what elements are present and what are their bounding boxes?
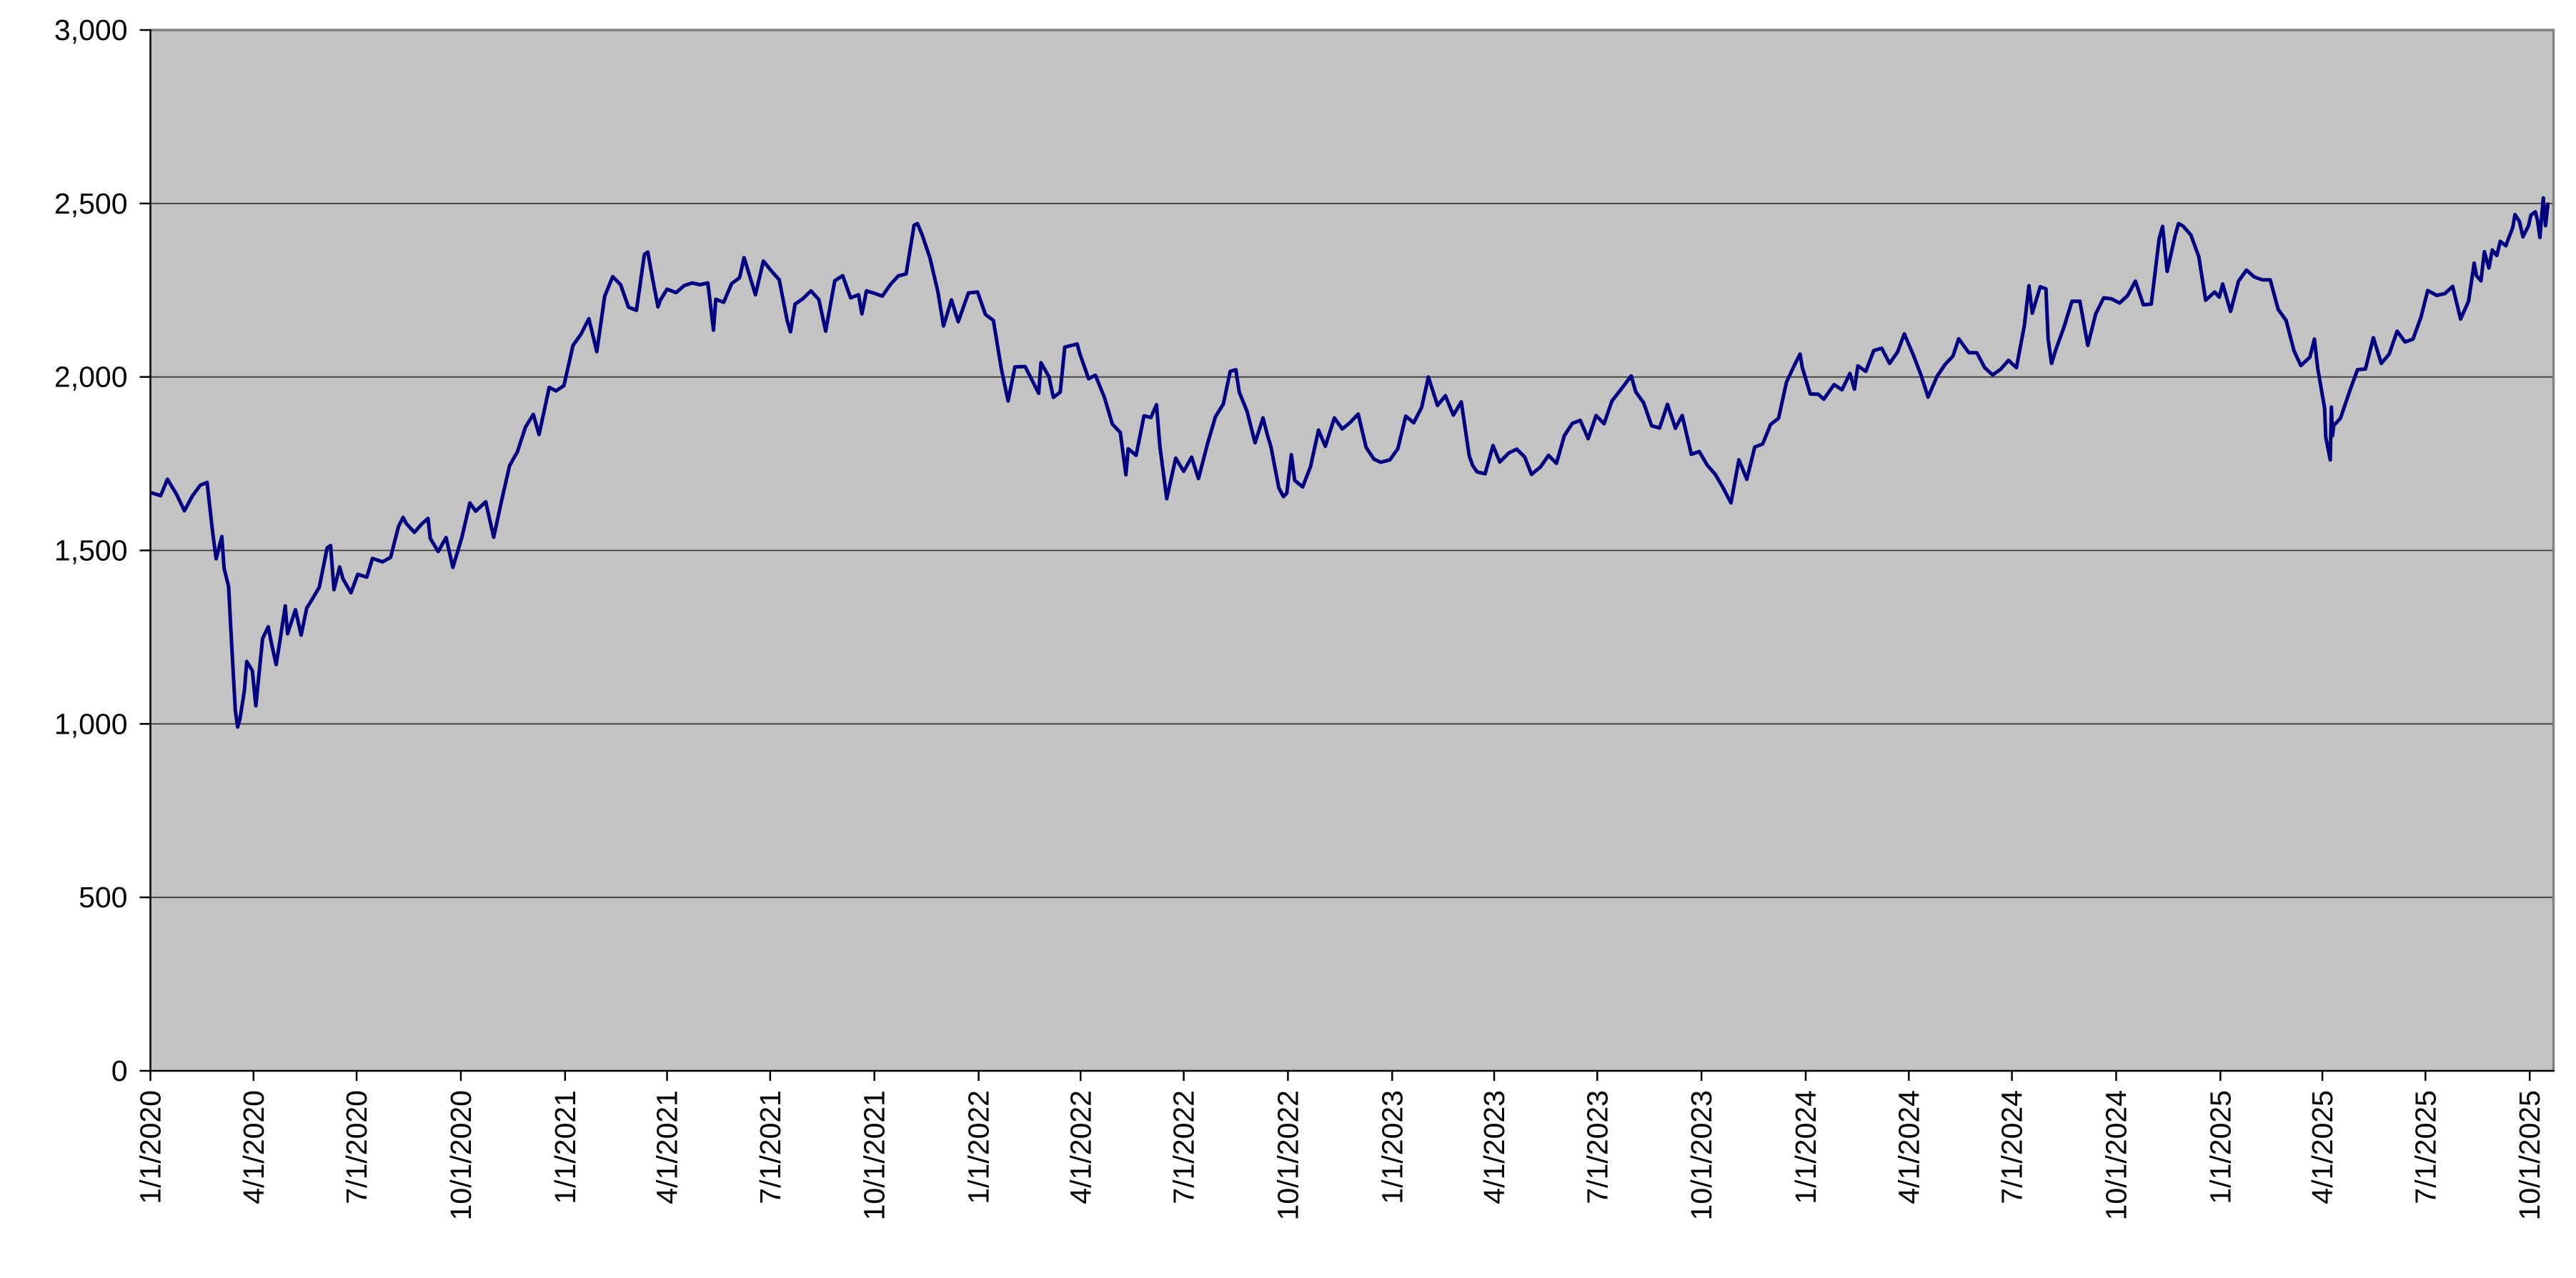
x-tick-label-23: 10/1/2025: [2513, 1090, 2546, 1220]
x-tick-label-19: 10/1/2024: [2099, 1090, 2132, 1220]
x-tick-label-3: 10/1/2020: [444, 1090, 477, 1220]
x-tick-label-2: 7/1/2020: [340, 1090, 373, 1204]
x-tick-label-8: 1/1/2022: [963, 1090, 995, 1204]
x-tick-label-18: 7/1/2024: [1996, 1090, 2029, 1204]
x-tick-label-11: 10/1/2022: [1271, 1090, 1304, 1220]
x-tick-label-17: 4/1/2024: [1892, 1090, 1925, 1204]
x-tick-label-12: 1/1/2023: [1376, 1090, 1408, 1204]
y-tick-label-3000: 3,000: [54, 14, 128, 46]
x-tick-label-4: 1/1/2021: [549, 1090, 582, 1204]
x-tick-label-10: 7/1/2022: [1168, 1090, 1200, 1204]
x-tick-label-16: 1/1/2024: [1789, 1090, 1822, 1204]
data-series: [149, 196, 2550, 729]
y-tick-label-0: 0: [111, 1054, 128, 1087]
y-tick-label-500: 500: [79, 881, 127, 914]
x-tick-label-0: 1/1/2020: [134, 1090, 167, 1204]
x-tick-label-15: 10/1/2023: [1685, 1090, 1718, 1220]
y-axis: 0 500 1,000 1,500 2,000 2,500 3,000: [54, 14, 151, 1087]
x-tick-label-6: 7/1/2021: [754, 1090, 787, 1204]
y-tick-label-1000: 1,000: [54, 707, 128, 740]
y-tick-label-2500: 2,500: [54, 187, 128, 220]
series-line: [149, 196, 2550, 729]
x-tick-label-22: 7/1/2025: [2409, 1090, 2442, 1204]
x-tick-label-20: 1/1/2025: [2204, 1090, 2237, 1204]
x-tick-label-1: 4/1/2020: [237, 1090, 270, 1204]
x-tick-label-7: 10/1/2021: [858, 1090, 891, 1220]
x-tick-label-5: 4/1/2021: [651, 1090, 684, 1204]
plot-border: [149, 29, 2555, 1071]
x-tick-label-21: 4/1/2025: [2306, 1090, 2339, 1204]
x-tick-label-14: 7/1/2023: [1581, 1090, 1613, 1204]
y-tick-label-2000: 2,000: [54, 361, 128, 394]
x-axis: 1/1/2020 4/1/2020 7/1/2020 10/1/2020 1/1/202…: [134, 1069, 2555, 1220]
x-tick-label-13: 4/1/2023: [1478, 1090, 1511, 1204]
gridlines: [150, 202, 2554, 899]
x-tick-label-9: 4/1/2022: [1064, 1090, 1097, 1204]
y-tick-label-1500: 1,500: [54, 534, 128, 567]
